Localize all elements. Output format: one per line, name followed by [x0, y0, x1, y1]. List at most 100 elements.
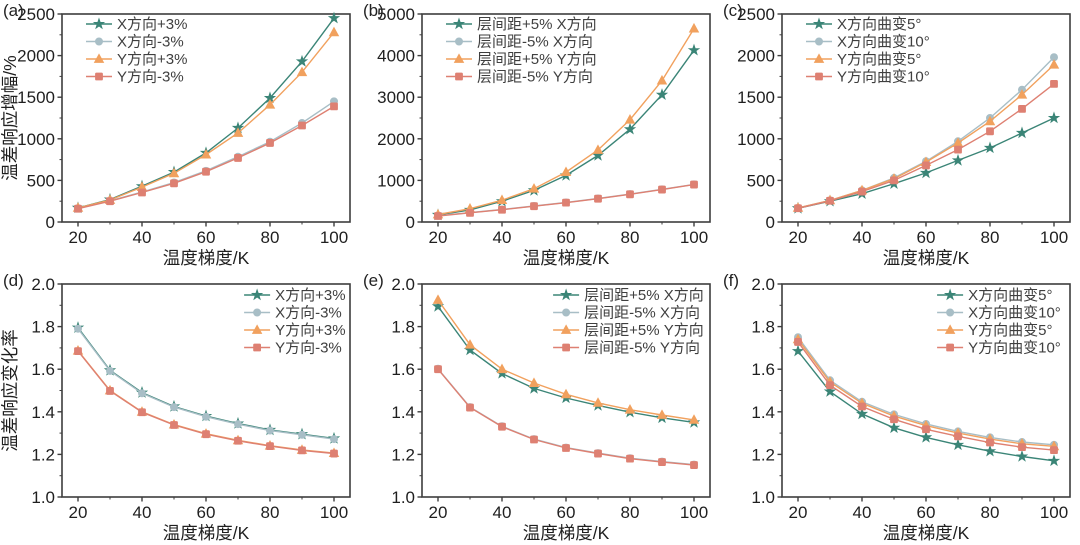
star-marker [92, 17, 106, 30]
star-marker [919, 166, 933, 179]
triangle-marker [496, 194, 508, 205]
series-3 [434, 180, 698, 220]
circle-marker [330, 435, 338, 444]
square-marker [234, 154, 242, 162]
svg-text:100: 100 [1040, 228, 1068, 247]
square-marker [594, 449, 602, 458]
triangle-marker [296, 66, 308, 77]
svg-text:Y方向曲变5°: Y方向曲变5° [837, 51, 921, 68]
svg-text:100: 100 [320, 503, 348, 522]
star-marker [791, 344, 805, 357]
square-marker [530, 202, 538, 211]
square-marker [498, 422, 506, 431]
panel-label-c: (c) [723, 1, 743, 20]
series-3 [434, 365, 698, 469]
square-marker [330, 102, 338, 111]
svg-text:0: 0 [766, 213, 775, 232]
square-marker [95, 72, 103, 81]
square-marker [530, 435, 538, 444]
chart-f: 20 40 60 80 100 1.0 1.2 1.4 1.6 1.8 2.0 温度梯度/K X方向曲变… [751, 275, 1071, 543]
square-marker [298, 446, 306, 455]
circle-marker [202, 412, 210, 421]
triangle-marker [624, 404, 636, 414]
series-2 [432, 22, 700, 219]
square-marker [626, 454, 634, 463]
square-marker [455, 72, 463, 81]
series-3 [794, 79, 1058, 213]
series-2 [432, 294, 700, 424]
star-marker [655, 88, 669, 101]
chart-c: 20 40 60 80 10005001000150020002500温度梯度/KX方向… [737, 5, 1071, 268]
square-marker [922, 161, 930, 170]
panel-a: (a) 20 40 60 80 100 0 500 1000 1500 2000 2500 温度梯度/… [0, 0, 360, 270]
triangle-marker [251, 324, 263, 334]
svg-text:80: 80 [261, 228, 280, 247]
svg-text:20: 20 [429, 503, 448, 522]
triangle-marker [496, 363, 508, 374]
square-marker [826, 381, 834, 390]
triangle-marker [464, 339, 476, 349]
svg-text:40: 40 [853, 503, 872, 522]
square-marker [594, 194, 602, 203]
svg-text:20: 20 [69, 503, 88, 522]
triangle-marker [688, 22, 700, 33]
svg-text:40: 40 [493, 228, 512, 247]
svg-text:Y方向曲变10°: Y方向曲变10° [837, 69, 930, 86]
panel-b: (b) 20 40 60 80 100 0 1000 2000 3000 4000 5000 温度梯度… [360, 0, 720, 270]
star-marker [623, 122, 637, 135]
svg-text:X方向曲变5°: X方向曲变5° [968, 287, 1052, 304]
svg-text:0: 0 [46, 213, 55, 232]
svg-text:1.8: 1.8 [391, 318, 415, 337]
triangle-marker [560, 324, 572, 334]
square-marker [1018, 443, 1026, 452]
svg-text:1500: 1500 [737, 88, 775, 107]
square-marker [986, 127, 994, 136]
square-marker [106, 387, 114, 395]
square-marker [954, 145, 962, 154]
svg-text:X方向-3%: X方向-3% [117, 34, 184, 51]
svg-text:Y方向+3%: Y方向+3% [117, 51, 187, 68]
svg-text:60: 60 [917, 503, 936, 522]
circle-marker [815, 37, 823, 46]
panel-label-a: (a) [3, 1, 24, 20]
circle-marker [455, 37, 463, 46]
square-marker [794, 338, 802, 346]
square-marker [1018, 104, 1026, 113]
square-marker [690, 461, 698, 469]
triangle-marker [432, 294, 444, 304]
svg-text:60: 60 [557, 503, 576, 522]
star-marker [1015, 126, 1029, 139]
square-marker [170, 421, 178, 429]
svg-text:80: 80 [621, 228, 640, 247]
triangle-marker [592, 144, 604, 154]
chart-e: 20 40 60 80 100 1.0 1.2 1.4 1.6 1.8 2.0 温度梯度/K 层间距+5… [391, 275, 711, 543]
svg-text:X方向曲变10°: X方向曲变10° [968, 305, 1061, 322]
y-axis-label: 温差响应增幅/% [0, 55, 20, 180]
panel-label-b: (b) [363, 1, 384, 20]
svg-text:80: 80 [261, 503, 280, 522]
svg-text:500: 500 [747, 171, 775, 190]
svg-text:1000: 1000 [377, 171, 415, 190]
svg-text:1.6: 1.6 [391, 360, 415, 379]
svg-text:X方向+3%: X方向+3% [117, 16, 187, 33]
panel-d: (d) 20 40 60 80 100 1.0 1.2 1.4 1.6 1.8 2.0 温度梯度/K 温… [0, 270, 360, 545]
square-marker [138, 188, 146, 197]
axes: 20 40 60 80 100 1.0 1.2 1.4 1.6 1.8 2.0 [391, 275, 711, 522]
square-marker [1050, 446, 1058, 455]
svg-text:80: 80 [621, 503, 640, 522]
star-marker [1047, 454, 1061, 467]
svg-text:80: 80 [981, 228, 1000, 247]
x-axis-label: 温度梯度/K [883, 248, 970, 268]
svg-text:40: 40 [133, 228, 152, 247]
svg-text:层间距-5% Y方向: 层间距-5% Y方向 [584, 340, 700, 357]
circle-marker [95, 37, 103, 46]
svg-text:1.2: 1.2 [391, 445, 415, 464]
star-marker [559, 288, 573, 301]
svg-text:2.0: 2.0 [391, 275, 415, 294]
x-axis-label: 温度梯度/K [523, 523, 610, 543]
triangle-marker [560, 388, 572, 399]
square-marker [562, 343, 570, 352]
